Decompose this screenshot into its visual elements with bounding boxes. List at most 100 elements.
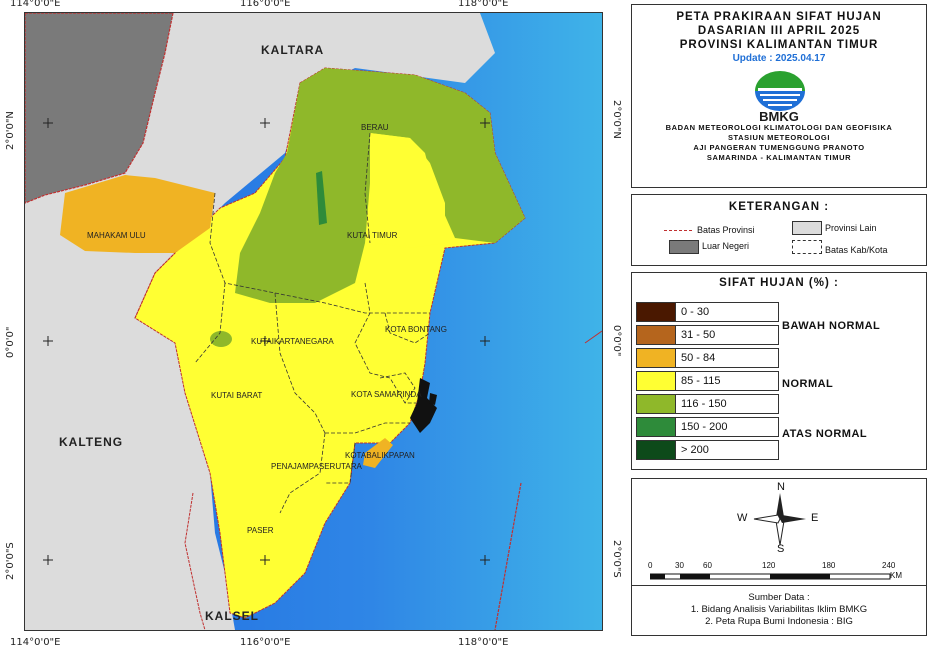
- district-label-ppu: PENAJAMPASERUTARA: [271, 462, 362, 471]
- district-label-kota-bontang: KOTA BONTANG: [385, 325, 447, 334]
- legend-swatch-1: [637, 326, 676, 344]
- scale-tick-0: 0: [648, 561, 653, 570]
- foreign-land: [25, 13, 174, 204]
- legend-class-label-3: 85 - 115: [681, 375, 721, 387]
- delta-islands: [410, 378, 437, 433]
- legend-provinsi-lain: Provinsi Lain: [825, 223, 877, 233]
- map-title-line-2: DASARIAN III APRIL 2025: [697, 25, 861, 37]
- district-label-paser: PASER: [247, 526, 274, 535]
- legend-class-label-1: 31 - 50: [681, 329, 716, 341]
- coord-top-2: 116°0'0"E: [240, 0, 291, 9]
- other-province-land: [25, 13, 495, 630]
- legend-swatch-4: [637, 395, 676, 413]
- legend-swatch-3: [637, 372, 676, 390]
- west-boundary: [134, 252, 176, 319]
- scale-tick-180: 180: [822, 561, 836, 570]
- legend-luar-negeri: Luar Negeri: [702, 241, 750, 251]
- legend-title: KETERANGAN :: [728, 201, 830, 213]
- map-title-line-1: PETA PRAKIRAAN SIFAT HUJAN: [676, 11, 882, 23]
- coord-left-1: 2°0'0"N: [5, 111, 16, 150]
- compass-scale-panel: N S W E 0 30 60 120 180 240 KM: [631, 478, 927, 586]
- bmkg-logo: BMKG: [632, 65, 926, 124]
- scale-bar: [650, 573, 891, 580]
- scale-tick-120: 120: [762, 561, 776, 570]
- legend-class-1: 31 - 50: [636, 325, 779, 345]
- coord-top-1: 114°0'0"E: [10, 0, 61, 9]
- legend-class-label-0: 0 - 30: [681, 306, 710, 318]
- update-date: Update : 2025.04.17: [732, 53, 826, 64]
- district-label-mahakam-ulu: MAHAKAM ULU: [87, 231, 146, 240]
- coord-right-3: 2°0'0"S: [611, 540, 622, 578]
- source-panel: Sumber Data : 1. Bidang Analisis Variabi…: [631, 586, 927, 636]
- legend-class-3: 85 - 115: [636, 371, 779, 391]
- legend-swatch-5: [637, 418, 676, 436]
- coord-right-1: 2°0'0"N: [611, 100, 622, 139]
- legend-class-label-4: 116 - 150: [681, 398, 727, 410]
- kalsel-boundary: [184, 492, 206, 630]
- legend-class-4: 116 - 150: [636, 394, 779, 414]
- bmkg-logo-icon: [755, 71, 805, 111]
- district-borders: [194, 132, 431, 514]
- compass-e: E: [811, 512, 819, 524]
- forecast-map[interactable]: KALTARA KALTENG KALSEL BERAU MAHAKAM ULU…: [24, 12, 603, 631]
- region-label-kalteng: KALTENG: [59, 435, 124, 449]
- foreign-symbol: [669, 240, 699, 254]
- north-arrow-icon: [753, 493, 806, 546]
- legend-swatch-2: [637, 349, 676, 367]
- legend-swatch-0: [637, 303, 676, 321]
- region-label-kaltara: KALTARA: [261, 43, 325, 57]
- source-line-1: 1. Bidang Analisis Variabilitas Iklim BM…: [690, 604, 868, 615]
- district-label-kutai-barat: KUTAI BARAT: [211, 391, 263, 400]
- other-province-symbol: [792, 221, 822, 235]
- source-line-2: 2. Peta Rupa Bumi Indonesia : BIG: [705, 616, 853, 627]
- legend-class-0: 0 - 30: [636, 302, 779, 322]
- sifat-hujan-title: SIFAT HUJAN (%) :: [719, 277, 839, 289]
- legend-class-2: 50 - 84: [636, 348, 779, 368]
- agency-line-3: AJI PANGERAN TUMENGGUNG PRANOTO: [693, 143, 865, 152]
- compass-n: N: [777, 481, 785, 493]
- category-atas-normal: ATAS NORMAL: [782, 428, 868, 440]
- district-label-kukar: KUTAIKARTANEGARA: [251, 337, 334, 346]
- legend-swatch-6: [637, 441, 676, 459]
- title-panel: PETA PRAKIRAAN SIFAT HUJAN DASARIAN III …: [631, 4, 927, 188]
- compass-w: W: [737, 512, 748, 524]
- legend-batas-kab: Batas Kab/Kota: [825, 245, 888, 255]
- sifat-hujan-panel: SIFAT HUJAN (%) : 0 - 30 31 - 50 50 - 84 85…: [631, 272, 927, 470]
- category-normal: NORMAL: [782, 378, 834, 390]
- legend-class-label-5: 150 - 200: [681, 421, 728, 433]
- mahakam-ulu-below-area: [60, 175, 215, 253]
- legend-panel: KETERANGAN : Batas Provinsi Provinsi Lai…: [631, 194, 927, 266]
- map-svg: [25, 13, 602, 630]
- graticule-markers: [43, 118, 490, 565]
- legend-class-5: 150 - 200: [636, 417, 779, 437]
- legend-batas-provinsi: Batas Provinsi: [697, 225, 755, 235]
- berau-above-area: [235, 68, 525, 303]
- above-strip-area: [316, 171, 327, 225]
- district-label-kota-samarinda: KOTA SAMARINDA: [351, 390, 422, 399]
- legend-class-label-2: 50 - 84: [681, 352, 716, 364]
- coord-bottom-1: 114°0'0"E: [10, 637, 61, 648]
- map-title-line-3: PROVINSI KALIMANTAN TIMUR: [679, 39, 879, 51]
- coord-left-3: 2°0'0"S: [5, 542, 16, 580]
- scale-tick-30: 30: [675, 561, 684, 570]
- district-label-kutai-timur: KUTAI TIMUR: [347, 231, 398, 240]
- coord-top-3: 118°0'0"E: [458, 0, 509, 9]
- district-label-berau: BERAU: [361, 123, 389, 132]
- agency-line-1: BADAN METEOROLOGI KLIMATOLOGI DAN GEOFIS…: [665, 123, 893, 132]
- balikpapan-below-area: [363, 438, 393, 468]
- coord-left-2: 0°0'0": [5, 326, 16, 358]
- coord-bottom-2: 116°0'0"E: [240, 637, 291, 648]
- scale-unit: KM: [890, 571, 902, 580]
- compass-s: S: [777, 543, 785, 555]
- kutai-timur-normal-patch: [370, 133, 445, 248]
- coord-right-2: 0°0'0": [611, 325, 622, 357]
- category-bawah-normal: BAWAH NORMAL: [782, 320, 881, 332]
- source-title: Sumber Data :: [748, 592, 810, 603]
- agency-line-2: STASIUN METEOROLOGI: [727, 133, 831, 142]
- small-above-blob: [210, 331, 232, 347]
- legend-class-6: > 200: [636, 440, 779, 460]
- east-boundary-fragment: [584, 330, 602, 344]
- coord-bottom-3: 118°0'0"E: [458, 637, 509, 648]
- district-border-symbol: [792, 240, 822, 254]
- agency-line-4: SAMARINDA - KALIMANTAN TIMUR: [706, 153, 852, 162]
